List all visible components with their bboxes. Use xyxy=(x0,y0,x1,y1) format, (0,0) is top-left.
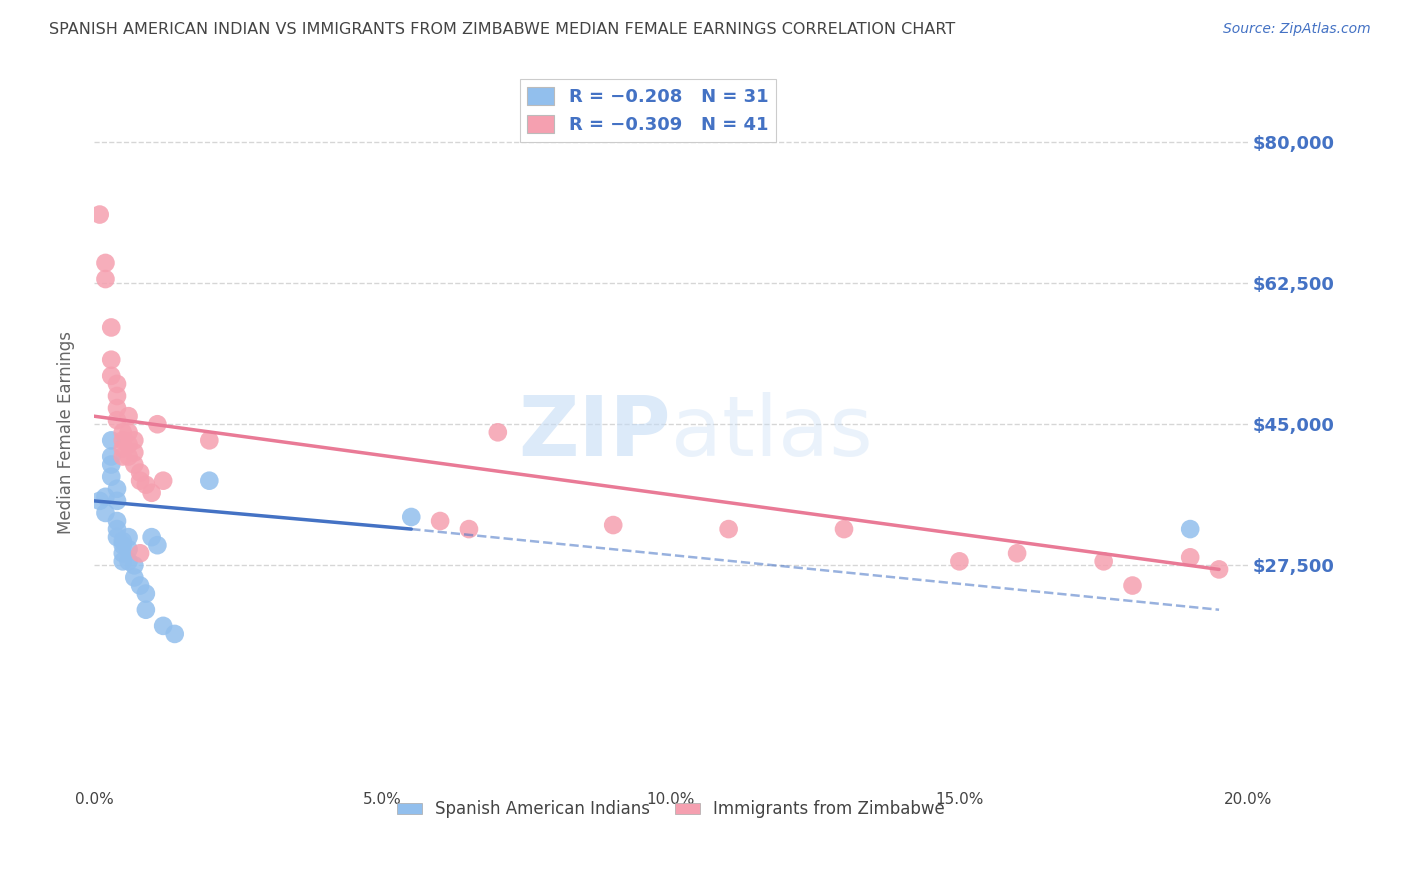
Point xyxy=(111,554,134,568)
Point xyxy=(146,417,169,432)
Point xyxy=(152,619,174,633)
Point xyxy=(105,514,128,528)
Point xyxy=(124,570,146,584)
Point xyxy=(100,320,122,334)
Point xyxy=(105,522,128,536)
Point xyxy=(111,450,134,464)
Point xyxy=(89,493,111,508)
Point xyxy=(117,409,139,424)
Point xyxy=(124,445,146,459)
Point xyxy=(105,482,128,496)
Text: ZIP: ZIP xyxy=(519,392,671,473)
Point xyxy=(105,376,128,391)
Point xyxy=(94,490,117,504)
Point xyxy=(105,530,128,544)
Point xyxy=(100,368,122,383)
Point xyxy=(111,434,134,448)
Point xyxy=(100,434,122,448)
Point xyxy=(117,437,139,451)
Point xyxy=(141,530,163,544)
Point xyxy=(1092,554,1115,568)
Point xyxy=(141,485,163,500)
Point xyxy=(1208,562,1230,576)
Point xyxy=(832,522,855,536)
Point xyxy=(94,272,117,286)
Point xyxy=(89,208,111,222)
Point xyxy=(117,542,139,557)
Point xyxy=(111,442,134,456)
Point xyxy=(135,477,157,491)
Point xyxy=(198,474,221,488)
Point xyxy=(1180,550,1202,565)
Point xyxy=(117,450,139,464)
Text: SPANISH AMERICAN INDIAN VS IMMIGRANTS FROM ZIMBABWE MEDIAN FEMALE EARNINGS CORRE: SPANISH AMERICAN INDIAN VS IMMIGRANTS FR… xyxy=(49,22,956,37)
Point xyxy=(105,413,128,427)
Point xyxy=(117,530,139,544)
Point xyxy=(401,510,423,524)
Point xyxy=(129,578,152,592)
Point xyxy=(111,546,134,560)
Point xyxy=(198,434,221,448)
Point xyxy=(1121,578,1143,592)
Point xyxy=(135,603,157,617)
Legend: Spanish American Indians, Immigrants from Zimbabwe: Spanish American Indians, Immigrants fro… xyxy=(389,794,952,825)
Point xyxy=(100,469,122,483)
Point xyxy=(163,627,186,641)
Point xyxy=(124,558,146,573)
Point xyxy=(105,401,128,416)
Point xyxy=(135,586,157,600)
Point xyxy=(105,389,128,403)
Point xyxy=(100,352,122,367)
Point xyxy=(129,546,152,560)
Point xyxy=(94,256,117,270)
Y-axis label: Median Female Earnings: Median Female Earnings xyxy=(58,331,75,533)
Point xyxy=(458,522,481,536)
Point xyxy=(117,425,139,440)
Point xyxy=(948,554,970,568)
Text: Source: ZipAtlas.com: Source: ZipAtlas.com xyxy=(1223,22,1371,37)
Text: atlas: atlas xyxy=(671,392,873,473)
Point xyxy=(1180,522,1202,536)
Point xyxy=(129,474,152,488)
Point xyxy=(100,458,122,472)
Point xyxy=(111,425,134,440)
Point xyxy=(152,474,174,488)
Point xyxy=(129,466,152,480)
Point xyxy=(429,514,451,528)
Point xyxy=(117,554,139,568)
Point xyxy=(94,506,117,520)
Point xyxy=(717,522,740,536)
Point xyxy=(486,425,509,440)
Point xyxy=(124,458,146,472)
Point xyxy=(124,434,146,448)
Point xyxy=(602,518,624,533)
Point xyxy=(146,538,169,552)
Point xyxy=(111,534,134,549)
Point xyxy=(105,493,128,508)
Point xyxy=(100,450,122,464)
Point xyxy=(111,538,134,552)
Point xyxy=(1005,546,1028,560)
